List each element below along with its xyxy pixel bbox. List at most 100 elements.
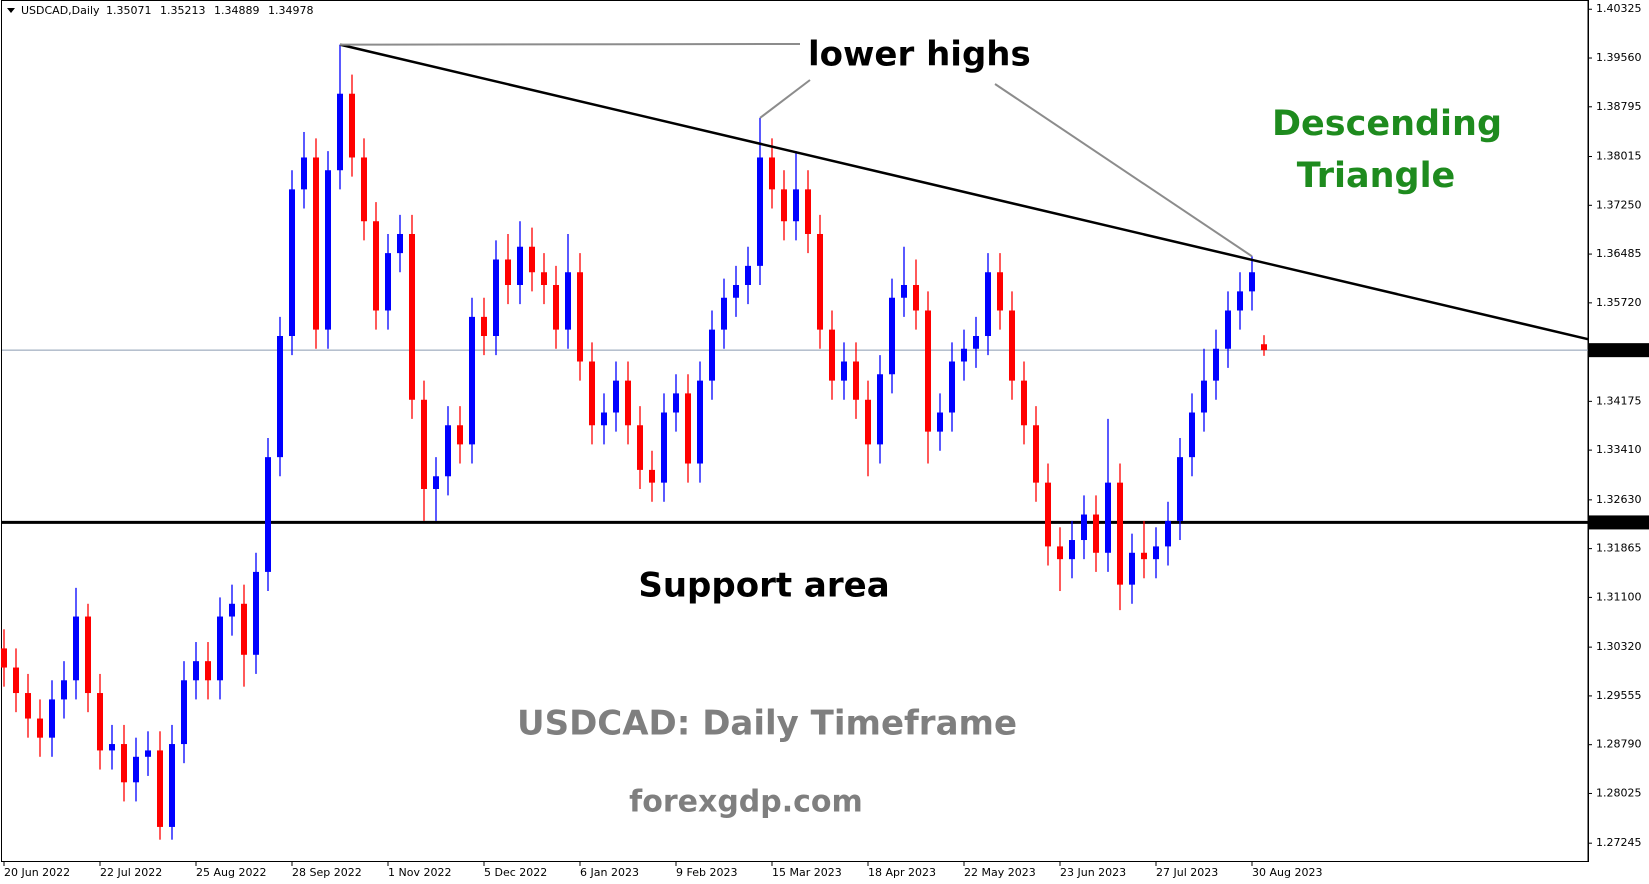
candle-body <box>793 189 799 222</box>
candle-body <box>433 476 439 490</box>
candle-body <box>349 93 355 158</box>
open-readout: 1.35071 <box>106 4 152 17</box>
candle-body <box>301 157 307 190</box>
y-tick-label: 1.27245 <box>1596 836 1642 849</box>
close-readout: 1.34978 <box>268 4 314 17</box>
candle-body <box>277 336 283 458</box>
trendline <box>339 43 1589 341</box>
menu-arrow[interactable] <box>7 8 15 13</box>
candle-body <box>325 170 331 330</box>
y-tick-label: 1.30320 <box>1596 640 1642 653</box>
candle-body <box>361 157 367 222</box>
candle-body <box>1213 348 1219 381</box>
candle-body <box>193 661 199 681</box>
candle-body <box>373 221 379 311</box>
y-tick-label: 1.36485 <box>1596 247 1642 260</box>
candle-body <box>1225 310 1231 349</box>
candle-body <box>1045 482 1051 547</box>
candle-body <box>817 233 823 330</box>
candle-body <box>925 310 931 432</box>
y-tick-label: 1.38015 <box>1596 150 1642 163</box>
candle-body <box>721 297 727 330</box>
candle-body <box>97 693 103 751</box>
y-tick-label: 1.34175 <box>1596 394 1642 407</box>
leader-line <box>339 43 801 46</box>
candle-body <box>133 756 139 783</box>
candle-body <box>409 233 415 400</box>
candle-body <box>1021 380 1027 426</box>
candle-body <box>1057 546 1063 560</box>
candle-body <box>541 272 547 285</box>
pattern-label: Triangle <box>1297 156 1456 196</box>
x-tick-label: 5 Dec 2022 <box>484 866 547 879</box>
x-tick-label: 30 Aug 2023 <box>1252 866 1322 879</box>
candle-body <box>37 718 43 738</box>
candle-body <box>421 399 427 490</box>
candle-body <box>841 361 847 381</box>
candle-body <box>1153 546 1159 560</box>
candle-body <box>805 189 811 234</box>
candle-body <box>901 284 907 298</box>
candle-body <box>205 661 211 681</box>
candle-body <box>493 259 499 337</box>
candle-body <box>457 425 463 445</box>
candle-body <box>1165 520 1171 547</box>
candle-body <box>25 693 31 719</box>
y-tick-label: 1.31865 <box>1596 542 1642 555</box>
candle-body <box>1249 272 1255 292</box>
site-label: forexgdp.com <box>629 785 863 820</box>
candle-body <box>853 361 859 400</box>
current-price-box <box>1589 343 1649 358</box>
candle-body <box>1105 482 1111 553</box>
candle-body <box>625 380 631 426</box>
candle-body <box>1177 457 1183 521</box>
candle-body <box>61 680 67 700</box>
lower-highs-label: lower highs <box>808 35 1031 75</box>
candle-body <box>1069 540 1075 560</box>
candle-body <box>1189 412 1195 458</box>
candle-body <box>985 272 991 337</box>
candle-body <box>49 699 55 738</box>
candle-body <box>505 259 511 285</box>
candle-body <box>517 246 523 285</box>
low-readout: 1.34889 <box>214 4 260 17</box>
candle-body <box>1129 552 1135 585</box>
candle-body <box>709 329 715 381</box>
candle-body <box>1 648 7 668</box>
timeframe-label: USDCAD: Daily Timeframe <box>517 704 1017 744</box>
candle-body <box>265 457 271 572</box>
candle-body <box>1201 380 1207 413</box>
candle-body <box>997 272 1003 311</box>
symbol-label: USDCAD,Daily <box>21 4 100 17</box>
candle-body <box>781 189 787 222</box>
candle-body <box>1141 552 1147 560</box>
candle-body <box>241 603 247 655</box>
candle-body <box>877 374 883 445</box>
candle-body <box>469 316 475 445</box>
candle-body <box>637 425 643 470</box>
y-tick-label: 1.38795 <box>1596 100 1642 113</box>
y-tick-label: 1.29555 <box>1596 689 1642 702</box>
candle-body <box>733 284 739 298</box>
x-tick-label: 9 Feb 2023 <box>676 866 737 879</box>
candle-body <box>889 297 895 375</box>
candle-body <box>829 329 835 381</box>
y-tick-label: 1.37250 <box>1596 198 1642 211</box>
candle-body <box>769 157 775 190</box>
x-tick-label: 22 Jul 2022 <box>100 866 162 879</box>
y-tick-label: 1.28790 <box>1596 738 1642 751</box>
x-tick-label: 23 Jun 2023 <box>1060 866 1126 879</box>
candle-body <box>481 316 487 337</box>
support-label: Support area <box>638 566 889 606</box>
high-readout: 1.35213 <box>160 4 206 17</box>
y-tick-label: 1.33410 <box>1596 443 1642 456</box>
candle-body <box>253 571 259 655</box>
candle-body <box>697 380 703 464</box>
candle-body <box>145 750 151 757</box>
candle-body <box>661 412 667 483</box>
candle-body <box>745 265 751 285</box>
pattern-label: Descending <box>1272 104 1502 144</box>
support-price-box <box>1589 515 1649 530</box>
